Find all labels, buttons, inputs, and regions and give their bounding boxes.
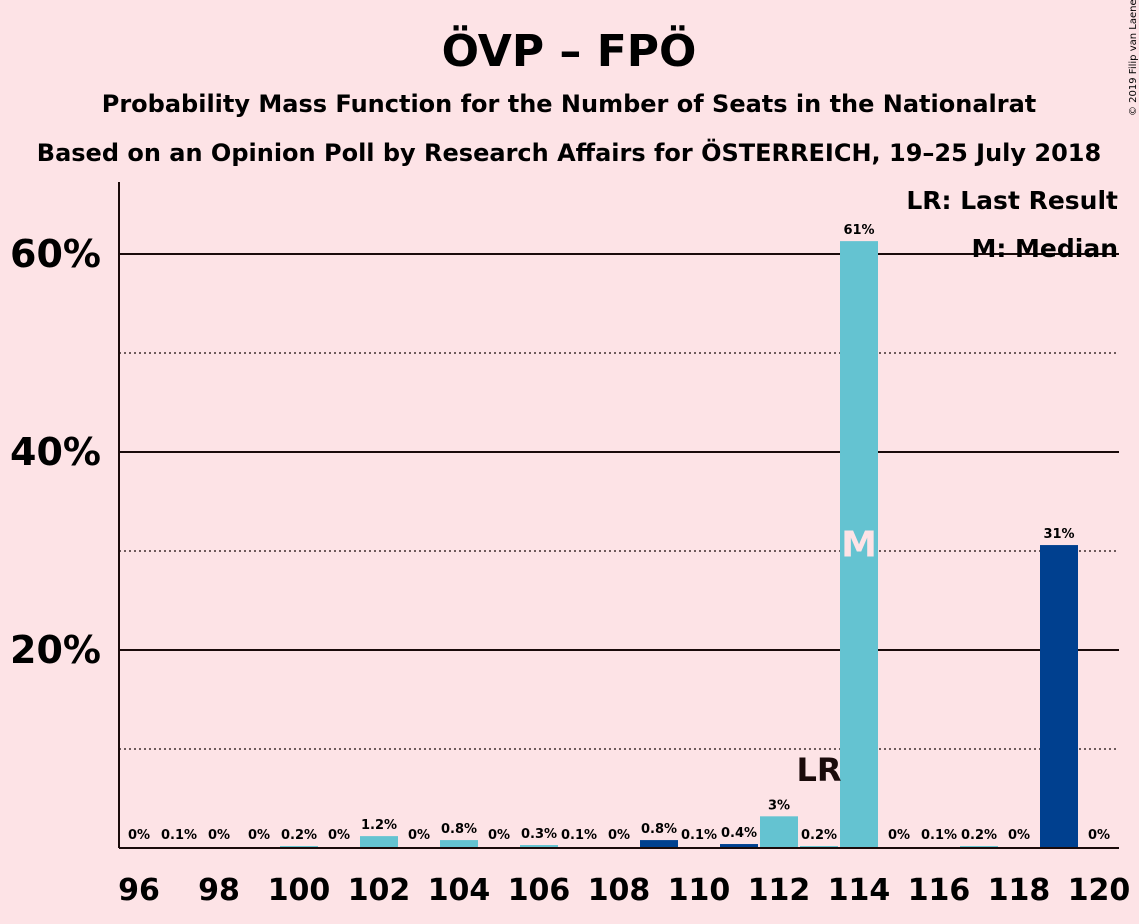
bar-seat-112 — [760, 816, 798, 848]
bar-data-label: 0% — [328, 828, 350, 843]
bar-data-label: 0% — [128, 828, 150, 843]
x-tick-label: 100 — [268, 873, 331, 908]
x-tick-label: 106 — [508, 873, 571, 908]
bar-data-label: 0% — [1008, 828, 1030, 843]
x-tick-label: 104 — [428, 873, 491, 908]
grid-lines — [119, 253, 1119, 750]
x-tick-label: 102 — [348, 873, 411, 908]
x-tick-label: 112 — [748, 873, 811, 908]
x-tick-label: 118 — [988, 873, 1051, 908]
y-tick-label: 60% — [10, 232, 101, 276]
x-tick-labels: 96 98 100 102 104 106 108 110 112 114 116 118 120 — [118, 873, 1130, 908]
bar-data-label: 0% — [248, 828, 270, 843]
bar-seat-119 — [1040, 545, 1078, 848]
bar-seat-109 — [640, 840, 678, 848]
bar-seat-102 — [360, 836, 398, 848]
bar-data-label: 0.1% — [561, 828, 597, 843]
bar-data-label: 0.8% — [441, 822, 477, 837]
bar-data-label: 0.1% — [681, 828, 717, 843]
x-tick-label: 116 — [908, 873, 971, 908]
legend-last-result: LR: Last Result — [906, 186, 1118, 215]
bar-seat-111 — [720, 844, 758, 848]
chart-markers: LR M — [796, 525, 876, 789]
bar-data-label: 1.2% — [361, 818, 397, 833]
bar-data-label: 0.2% — [281, 828, 317, 843]
y-tick-label: 20% — [10, 628, 101, 672]
bar-data-label: 0% — [1088, 828, 1110, 843]
bar-seat-104 — [440, 840, 478, 848]
last-result-marker: LR — [796, 751, 841, 789]
bar-data-label: 0.2% — [801, 828, 837, 843]
chart-title: ÖVP – FPÖ — [442, 24, 697, 77]
bars — [160, 241, 1078, 848]
copyright-note: © 2019 Filip van Laenen — [1128, 0, 1139, 116]
y-tick-label: 40% — [10, 430, 101, 474]
median-marker: M — [841, 525, 877, 566]
x-tick-label: 114 — [828, 873, 891, 908]
x-tick-label: 96 — [118, 873, 160, 908]
chart-subtitle-1: Probability Mass Function for the Number… — [102, 90, 1037, 118]
bar-data-label: 0% — [488, 828, 510, 843]
legend-median: M: Median — [971, 234, 1118, 263]
bar-data-label: 0.8% — [641, 822, 677, 837]
bar-data-label: 31% — [1043, 527, 1074, 542]
bar-data-label: 0% — [888, 828, 910, 843]
bar-data-label: 0.2% — [961, 828, 997, 843]
bar-data-label: 0% — [608, 828, 630, 843]
bar-data-label: 61% — [843, 223, 874, 238]
x-tick-label: 110 — [668, 873, 731, 908]
bar-data-labels: 0% 0.1% 0% 0% 0.2% 0% 1.2% 0% 0.8% 0% 0.3% 0.1% 0% 0.… — [128, 223, 1110, 843]
x-tick-label: 120 — [1068, 873, 1131, 908]
bar-data-label: 0.3% — [521, 827, 557, 842]
bar-seat-106 — [520, 845, 558, 848]
y-tick-labels: 20% 40% 60% — [10, 232, 101, 672]
bar-data-label: 0% — [408, 828, 430, 843]
bar-seat-114 — [840, 241, 878, 848]
bar-data-label: 0% — [208, 828, 230, 843]
x-tick-label: 108 — [588, 873, 651, 908]
bar-data-label: 0.1% — [921, 828, 957, 843]
axes — [118, 182, 1119, 849]
bar-data-label: 3% — [768, 798, 790, 813]
bar-data-label: 0.1% — [161, 828, 197, 843]
x-tick-label: 98 — [198, 873, 240, 908]
bar-data-label: 0.4% — [721, 826, 757, 841]
chart-subtitle-2: Based on an Opinion Poll by Research Aff… — [37, 137, 1101, 167]
